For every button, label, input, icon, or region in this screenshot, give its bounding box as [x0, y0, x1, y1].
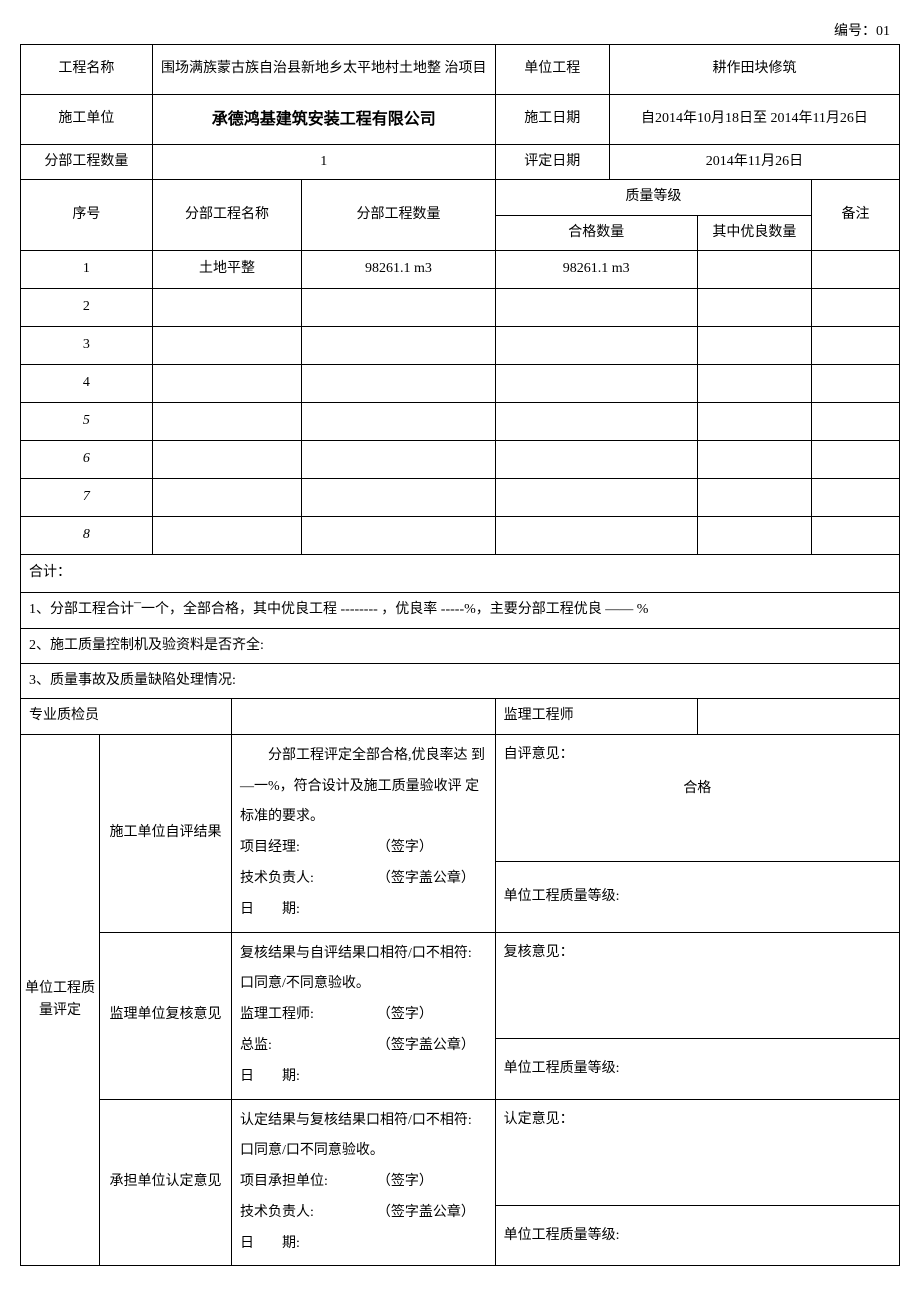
- confirm-text: 认定结果与复核结果口相符/口不相符: 口同意/口不同意验收。 项目承担单位: （…: [231, 1099, 495, 1266]
- row-remark: [812, 327, 900, 365]
- row-seq: 5: [21, 403, 153, 441]
- row-name: [152, 289, 301, 327]
- row-qualified: [495, 327, 697, 365]
- row-seq: 1: [21, 251, 153, 289]
- confirm-label: 承担单位认定意见: [100, 1099, 232, 1266]
- row-qualified: [495, 403, 697, 441]
- supervisor-label: 监理工程师: [495, 699, 697, 734]
- self-opinion-label: 自评意见：: [504, 747, 574, 762]
- contractor-value: 承德鸿基建筑安装工程有限公司: [152, 95, 495, 145]
- row-seq: 7: [21, 479, 153, 517]
- eval-date-label: 评定日期: [495, 145, 609, 180]
- row-excellent: [697, 251, 811, 289]
- self-unit-grade: 单位工程质量等级:: [495, 861, 899, 932]
- row-seq: 4: [21, 365, 153, 403]
- self-eval-label: 施工单位自评结果: [100, 734, 232, 932]
- unit-project-label: 单位工程: [495, 45, 609, 95]
- row-qty: [302, 403, 495, 441]
- note-2: 2、施工质量控制机及验资料是否齐全:: [21, 628, 900, 663]
- project-name-label: 工程名称: [21, 45, 153, 95]
- construction-date-value: 自2014年10月18日至 2014年11月26日: [609, 95, 899, 145]
- row-seq: 8: [21, 517, 153, 555]
- th-quality-grade: 质量等级: [495, 180, 811, 215]
- row-qty: [302, 327, 495, 365]
- review-opinion: 复核意见：: [495, 932, 899, 1039]
- row-remark: [812, 365, 900, 403]
- row-qualified: [495, 289, 697, 327]
- th-remark: 备注: [812, 180, 900, 251]
- qc-inspector-value: [231, 699, 495, 734]
- row-excellent: [697, 289, 811, 327]
- qc-inspector-label: 专业质检员: [21, 699, 232, 734]
- note-3: 3、质量事故及质量缺陷处理情况:: [21, 663, 900, 698]
- row-excellent: [697, 327, 811, 365]
- row-excellent: [697, 517, 811, 555]
- row-name: [152, 441, 301, 479]
- row-seq: 3: [21, 327, 153, 365]
- document-number: 编号：01: [20, 20, 900, 40]
- self-eval-text: 分部工程评定全部合格,优良率达 到—一%，符合设计及施工质量验收评 定标准的要求…: [231, 734, 495, 932]
- construction-date-label: 施工日期: [495, 95, 609, 145]
- th-excellent-qty: 其中优良数量: [697, 215, 811, 250]
- row-qty: [302, 441, 495, 479]
- row-qualified: [495, 517, 697, 555]
- row-remark: [812, 403, 900, 441]
- project-name-value: 围场满族蒙古族自治县新地乡太平地村土地整 治项目: [152, 45, 495, 95]
- supervisor-value: [697, 699, 899, 734]
- row-remark: [812, 441, 900, 479]
- row-name: [152, 517, 301, 555]
- subpart-qty-label: 分部工程数量: [21, 145, 153, 180]
- row-seq: 6: [21, 441, 153, 479]
- eval-main-label: 单位工程质量评定: [21, 734, 100, 1266]
- row-name: 土地平整: [152, 251, 301, 289]
- row-qty: 98261.1 m3: [302, 251, 495, 289]
- row-excellent: [697, 403, 811, 441]
- row-qty: [302, 289, 495, 327]
- unit-project-value: 耕作田块修筑: [609, 45, 899, 95]
- row-name: [152, 403, 301, 441]
- review-unit-grade: 单位工程质量等级:: [495, 1039, 899, 1099]
- row-excellent: [697, 441, 811, 479]
- row-qty: [302, 365, 495, 403]
- review-label: 监理单位复核意见: [100, 932, 232, 1099]
- row-qty: [302, 479, 495, 517]
- row-remark: [812, 251, 900, 289]
- row-remark: [812, 289, 900, 327]
- row-qty: [302, 517, 495, 555]
- confirm-opinion: 认定意见：: [495, 1099, 899, 1206]
- subpart-qty-value: 1: [152, 145, 495, 180]
- row-remark: [812, 479, 900, 517]
- row-name: [152, 479, 301, 517]
- confirm-unit-grade: 单位工程质量等级:: [495, 1206, 899, 1266]
- row-name: [152, 327, 301, 365]
- row-name: [152, 365, 301, 403]
- th-seq: 序号: [21, 180, 153, 251]
- row-qualified: [495, 441, 697, 479]
- th-subpart-name: 分部工程名称: [152, 180, 301, 251]
- th-subpart-qty: 分部工程数量: [302, 180, 495, 251]
- row-excellent: [697, 365, 811, 403]
- row-excellent: [697, 479, 811, 517]
- eval-date-value: 2014年11月26日: [609, 145, 899, 180]
- note-1: 1、分部工程合计¯一个，全部合格，其中优良工程 -------- ，优良率 --…: [21, 593, 900, 628]
- review-text: 复核结果与自评结果口相符/口不相符: 口同意/不同意验收。 监理工程师: （签字…: [231, 932, 495, 1099]
- row-remark: [812, 517, 900, 555]
- row-qualified: [495, 479, 697, 517]
- row-seq: 2: [21, 289, 153, 327]
- row-qualified: [495, 365, 697, 403]
- total-row: 合计：: [21, 555, 900, 593]
- self-opinion: 自评意见： 合格: [495, 734, 899, 861]
- row-qualified: 98261.1 m3: [495, 251, 697, 289]
- th-qualified-qty: 合格数量: [495, 215, 697, 250]
- main-form-table: 工程名称 围场满族蒙古族自治县新地乡太平地村土地整 治项目 单位工程 耕作田块修…: [20, 44, 900, 1266]
- self-opinion-value: 合格: [504, 769, 891, 803]
- contractor-label: 施工单位: [21, 95, 153, 145]
